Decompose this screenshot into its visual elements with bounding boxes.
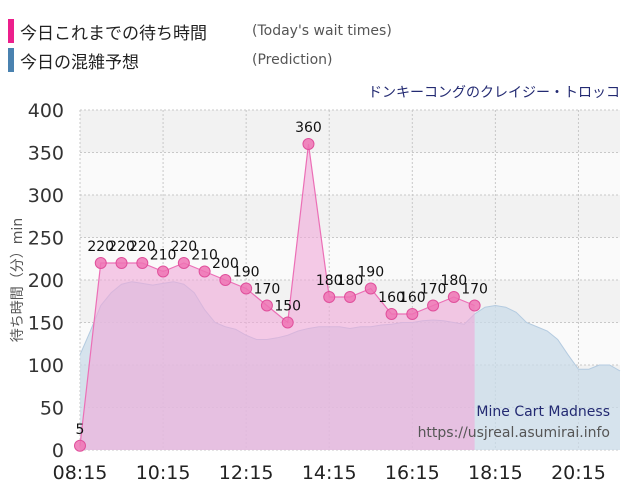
today-value-label: 180 xyxy=(337,273,364,289)
today-value-label: 5 xyxy=(76,422,85,438)
x-tick-label: 20:15 xyxy=(551,462,606,484)
today-point xyxy=(447,291,460,303)
today-point xyxy=(385,308,398,320)
y-tick-label: 400 xyxy=(28,100,64,122)
watermark-url: https://usjreal.asumirai.info xyxy=(418,425,610,441)
today-value-label: 160 xyxy=(399,290,426,306)
today-value-label: 190 xyxy=(233,265,260,281)
today-value-label: 180 xyxy=(316,273,343,289)
axes: 0 50 100 150 200 250 300 350 400 08:15 10:15 12:15 1… xyxy=(28,100,606,484)
y-tick-label: 350 xyxy=(28,143,64,165)
y-tick-label: 0 xyxy=(52,440,64,462)
x-tick-label: 08:15 xyxy=(53,462,108,484)
today-markers xyxy=(74,138,481,452)
today-value-label: 170 xyxy=(420,282,447,298)
today-point xyxy=(406,308,419,320)
today-value-label: 210 xyxy=(150,248,177,264)
today-value-label: 220 xyxy=(129,239,156,255)
today-point xyxy=(115,257,128,269)
today-point xyxy=(94,257,107,269)
today-value-label: 190 xyxy=(357,265,384,281)
today-point xyxy=(74,439,86,452)
today-point xyxy=(364,282,377,295)
today-point xyxy=(198,265,211,278)
today-point xyxy=(427,299,440,312)
watermark-title: Mine Cart Madness xyxy=(476,404,610,420)
today-point xyxy=(344,291,356,303)
plot-band xyxy=(80,195,620,238)
today-area xyxy=(80,144,475,450)
today-point xyxy=(136,257,149,269)
legend-today-swatch xyxy=(8,19,14,43)
today-value-label: 220 xyxy=(87,239,114,255)
y-tick-label: 150 xyxy=(28,313,64,335)
y-tick-label: 50 xyxy=(40,398,64,420)
x-tick-label: 10:15 xyxy=(136,462,191,484)
today-point xyxy=(219,274,232,286)
today-value-label: 150 xyxy=(274,299,301,315)
x-tick-label: 16:15 xyxy=(385,462,440,484)
today-value-label: 170 xyxy=(254,282,281,298)
legend-prediction-label: 今日の混雑予想 xyxy=(20,52,139,73)
chart-title: ドンキーコングのクレイジー・トロッコ xyxy=(368,85,620,101)
x-tick-label: 14:15 xyxy=(302,462,357,484)
legend-today-en: (Today's wait times) xyxy=(252,23,392,39)
today-value-label: 210 xyxy=(191,248,218,264)
today-value-label: 220 xyxy=(170,239,197,255)
today-point xyxy=(323,291,336,303)
today-value-label: 180 xyxy=(440,273,467,289)
plot-band xyxy=(80,152,620,195)
today-point xyxy=(302,138,315,150)
data-labels: 5220220220210220210200190170150360180180… xyxy=(76,120,488,438)
x-tick-label: 18:15 xyxy=(468,462,523,484)
today-point xyxy=(157,265,170,278)
x-tick-label: 12:15 xyxy=(219,462,274,484)
y-tick-label: 100 xyxy=(28,355,64,377)
today-value-label: 220 xyxy=(108,239,135,255)
today-point xyxy=(177,257,190,269)
legend-prediction-swatch xyxy=(8,48,14,72)
y-tick-label: 200 xyxy=(28,270,64,292)
y-tick-label: 300 xyxy=(28,185,64,207)
today-value-label: 360 xyxy=(295,120,322,136)
today-point xyxy=(240,282,253,295)
today-value-label: 160 xyxy=(378,290,405,306)
today-value-label: 170 xyxy=(461,282,488,298)
legend-prediction-en: (Prediction) xyxy=(252,52,333,68)
legend-today: 今日これまでの待ち時間 (Today's wait times) xyxy=(8,19,392,44)
today-point xyxy=(468,299,481,312)
today-point xyxy=(281,316,294,329)
y-axis-label: 待ち時間（分）min xyxy=(10,218,26,342)
legend-today-label: 今日これまでの待ち時間 xyxy=(20,23,207,44)
y-tick-label: 250 xyxy=(28,228,64,250)
legend-prediction: 今日の混雑予想 (Prediction) xyxy=(8,48,333,73)
plot-band xyxy=(80,110,620,153)
today-point xyxy=(260,299,273,312)
today-value-label: 200 xyxy=(212,256,239,272)
